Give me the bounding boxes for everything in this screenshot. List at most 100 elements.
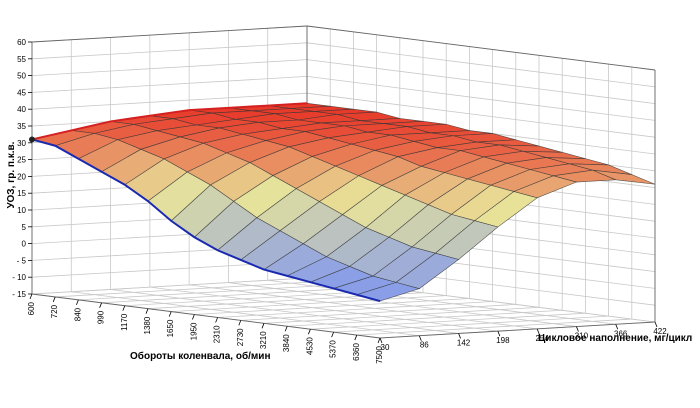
fill-tick-mark (615, 324, 619, 330)
fill-axis-ticks: 30 86 142 198 254 310 366 422 (379, 321, 667, 352)
rpm-tick-label: 6360 (352, 343, 361, 361)
rpm-tick-mark (122, 305, 126, 311)
z-tick-label: 60 (17, 38, 26, 47)
rpm-tick-label: 3840 (282, 334, 291, 352)
rpm-tick-label: 990 (97, 310, 106, 324)
floor-grid-line (55, 280, 331, 298)
rpm-tick-mark (331, 331, 334, 338)
floor-grid-line (78, 283, 354, 301)
rpm-tick-mark (238, 320, 242, 326)
fill-tick-mark (654, 321, 658, 328)
floor-grid-line (267, 279, 616, 325)
surface-mesh (29, 102, 656, 303)
fill-tick-label: 86 (420, 341, 429, 350)
z-tick-label: 55 (17, 55, 26, 64)
floor-grid-line (263, 306, 540, 324)
floor-grid-line (110, 289, 459, 334)
rpm-tick-label: 3210 (259, 331, 268, 349)
z-tick-label: 20 (17, 172, 26, 181)
fill-tick-mark (497, 330, 501, 337)
surface-left-edge (31, 102, 308, 141)
grid-line-z (31, 59, 308, 76)
rpm-tick-label: 4530 (305, 337, 314, 355)
surface-corner-marker (29, 136, 35, 143)
fill-tick-mark (418, 335, 422, 341)
fill-tick-label: 254 (535, 334, 549, 343)
floor-grid-line (356, 318, 632, 336)
floor-grid-line (228, 282, 577, 327)
fill-tick-label: 422 (653, 327, 667, 336)
floor-grid-line (287, 309, 563, 327)
floor-grid-line (310, 312, 586, 330)
floor-grid-line (333, 315, 609, 333)
floor-grid-line (101, 286, 377, 304)
z-tick-label: 50 (17, 72, 26, 81)
z-tick-label: 45 (17, 88, 26, 97)
box-edge (31, 293, 381, 339)
rpm-tick-label: 7500 (375, 345, 384, 363)
rpm-axis-label: Обороты коленвала, об/мин (130, 350, 271, 362)
z-tick-label: - 10 (12, 273, 26, 282)
rpm-tick-mark (377, 337, 381, 344)
fill-tick-mark (458, 333, 461, 339)
floor-grid-line (71, 291, 420, 337)
rpm-tick-mark (284, 326, 288, 332)
rpm-tick-label: 1950 (189, 322, 198, 340)
floor-grid-line (31, 277, 308, 295)
floor-grid-line (171, 295, 447, 312)
z-tick-label: 0 (22, 240, 27, 249)
fill-axis-label: Цикловое наполнение, мг/цикл (538, 333, 692, 344)
z-tick-label: 40 (17, 105, 26, 114)
z-tick-label: 30 (17, 139, 26, 148)
fill-tick-mark (536, 328, 540, 335)
box-edge (306, 25, 656, 71)
rpm-tick-label: 720 (50, 304, 59, 318)
rpm-axis-ticks: 600 720 840 990 1170 1380 1650 1950 2310 2730 3210… (27, 293, 384, 364)
floor-grid-line (189, 284, 538, 330)
grid-line-z (306, 42, 656, 88)
z-tick-label: 35 (17, 122, 26, 131)
floor-grid-line (217, 301, 493, 318)
z-tick-label: - 5 (17, 256, 27, 265)
grid-line-z (306, 92, 656, 138)
z-tick-label: 10 (17, 206, 26, 215)
rpm-tick-label: 2310 (213, 325, 222, 343)
fill-tick-label: 198 (496, 336, 510, 345)
box-edge (379, 321, 656, 339)
z-tick-label: 5 (22, 223, 27, 232)
grid-line-z (306, 76, 656, 121)
rpm-tick-mark (261, 323, 265, 329)
rpm-tick-mark (308, 329, 311, 335)
rpm-tick-label: 1650 (166, 319, 175, 337)
rpm-tick-label: 600 (27, 301, 36, 315)
z-tick-label: - 15 (12, 290, 26, 299)
grid-line-z (31, 92, 308, 110)
rpm-tick-mark (145, 308, 149, 314)
fill-tick-label: 142 (457, 338, 471, 347)
rpm-tick-mark (168, 311, 172, 317)
grid-line-z (31, 76, 308, 93)
rpm-tick-label: 1380 (143, 316, 152, 334)
surface-front-edge (31, 138, 381, 303)
rpm-tick-mark (354, 334, 358, 341)
fill-tick-label: 30 (381, 343, 390, 352)
box-edge (31, 25, 308, 43)
rpm-tick-mark (52, 296, 56, 303)
z-tick-label: 25 (17, 156, 26, 165)
z-tick-label: 15 (17, 189, 26, 198)
rpm-tick-mark (29, 293, 33, 300)
grid-line-z (306, 59, 656, 104)
rpm-tick-mark (76, 299, 79, 306)
fill-tick-mark (576, 326, 579, 332)
fill-tick-label: 366 (614, 329, 628, 338)
floor-grid-line (194, 298, 470, 315)
grid-line-z (31, 42, 308, 60)
rpm-tick-label: 5370 (329, 340, 338, 358)
fill-tick-label: 310 (575, 332, 589, 341)
fill-tick-mark (379, 337, 383, 344)
rpm-tick-mark (215, 317, 218, 323)
rpm-tick-mark (99, 302, 102, 308)
floor-grid-line (149, 286, 498, 332)
